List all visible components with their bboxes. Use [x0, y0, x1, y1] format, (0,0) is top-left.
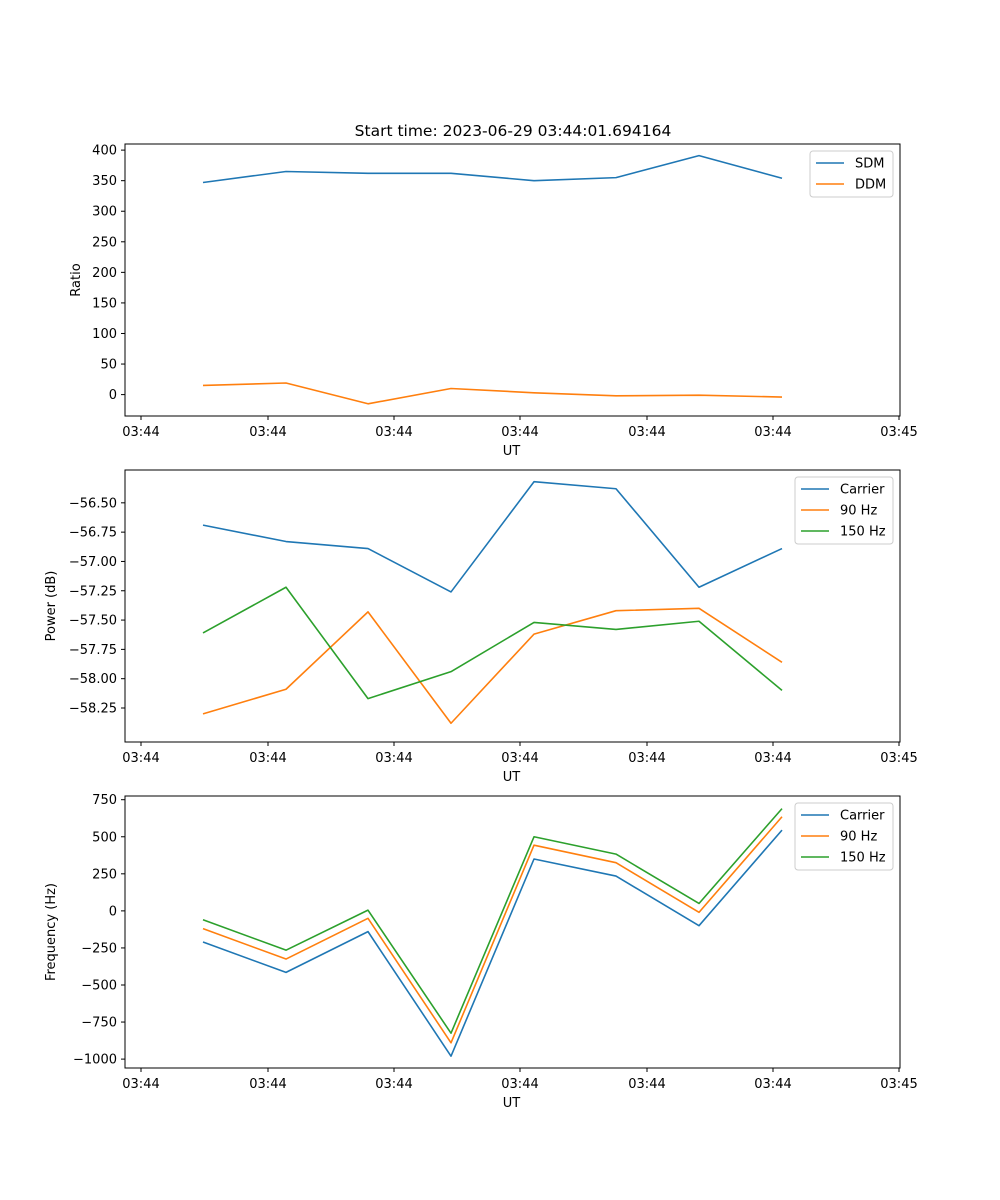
series-line-150-hz — [202, 808, 783, 1034]
x-tick-label: 03:44 — [754, 751, 791, 766]
legend: Carrier 90 Hz 150 Hz — [794, 476, 894, 545]
y-tick-label: 0 — [109, 904, 117, 919]
x-tick-label: 03:44 — [754, 425, 791, 440]
legend: Carrier 90 Hz 150 Hz — [794, 802, 894, 871]
x-tick-label: 03:44 — [501, 1077, 538, 1092]
x-tick-label: 03:44 — [122, 1077, 159, 1092]
y-tick-label: 350 — [92, 174, 117, 189]
legend-box — [794, 476, 894, 545]
y-tick-label: −57.00 — [69, 555, 117, 570]
subplot-3: 03:44 03:44 03:44 03:44 03:44 03:44 03:45 −1000… — [44, 793, 918, 1111]
x-tick-label: 03:44 — [628, 1077, 665, 1092]
x-tick-label: 03:44 — [122, 751, 159, 766]
y-tick-label: −500 — [81, 978, 117, 993]
y-tick-label: 400 — [92, 144, 117, 159]
x-tick-label: 03:44 — [375, 425, 412, 440]
series-line-carrier — [202, 480, 783, 593]
x-tick-label: 03:44 — [754, 1077, 791, 1092]
y-tick-label: −56.75 — [69, 526, 117, 541]
y-tick-label: −1000 — [73, 1053, 117, 1068]
y-tick-label: −57.25 — [69, 584, 117, 599]
x-tick-label: 03:45 — [880, 1077, 917, 1092]
y-tick-label: 500 — [92, 830, 117, 845]
y-tick-label: −58.00 — [69, 672, 117, 687]
x-tick-label: 03:44 — [375, 751, 412, 766]
series-line-90-hz — [202, 816, 783, 1044]
x-tick-label: 03:44 — [628, 425, 665, 440]
series-line-ddm — [202, 382, 783, 405]
y-tick-label: 0 — [109, 388, 117, 403]
chart-title: Start time: 2023-06-29 03:44:01.694164 — [355, 122, 672, 140]
x-axis-label: UT — [503, 444, 521, 459]
axes-frame — [124, 795, 901, 1069]
y-tick-label: 250 — [92, 235, 117, 250]
legend-label: DDM — [855, 178, 886, 193]
y-tick-label: 50 — [100, 358, 117, 373]
x-tick-label: 03:44 — [122, 425, 159, 440]
x-axis-label: UT — [503, 770, 521, 785]
legend-label: 90 Hz — [840, 830, 877, 845]
series-line-carrier — [202, 829, 783, 1057]
axes-frame — [124, 143, 901, 417]
y-tick-label: −56.50 — [69, 496, 117, 511]
y-tick-label: 100 — [92, 327, 117, 342]
x-tick-label: 03:44 — [501, 425, 538, 440]
legend: SDM DDM — [809, 150, 894, 198]
series-line-sdm — [202, 154, 783, 184]
legend-label: Carrier — [840, 483, 885, 498]
x-tick-label: 03:44 — [375, 1077, 412, 1092]
y-tick-label: 200 — [92, 266, 117, 281]
legend-label: 150 Hz — [840, 851, 886, 866]
legend-label: 90 Hz — [840, 504, 877, 519]
subplot-1: 03:44 03:44 03:44 03:44 03:44 03:44 03:45 0 50 10… — [69, 143, 918, 459]
legend-label: 150 Hz — [840, 525, 886, 540]
x-tick-label: 03:44 — [249, 1077, 286, 1092]
x-tick-label: 03:45 — [880, 425, 917, 440]
y-tick-label: −57.50 — [69, 614, 117, 629]
y-axis-label: Ratio — [69, 263, 84, 296]
legend-label: Carrier — [840, 809, 885, 824]
y-tick-label: −250 — [81, 941, 117, 956]
legend-label: SDM — [855, 157, 884, 172]
y-axis-label: Power (dB) — [44, 571, 59, 642]
y-tick-label: −57.75 — [69, 643, 117, 658]
subplot-2: 03:44 03:44 03:44 03:44 03:44 03:44 03:45 −58.2… — [44, 469, 918, 785]
y-tick-label: 150 — [92, 296, 117, 311]
legend-box — [794, 802, 894, 871]
series-line-90-hz — [202, 607, 783, 725]
y-tick-label: −750 — [81, 1016, 117, 1031]
x-axis-label: UT — [503, 1096, 521, 1111]
y-tick-label: 750 — [92, 793, 117, 808]
x-tick-label: 03:44 — [249, 751, 286, 766]
y-axis-label: Frequency (Hz) — [44, 883, 59, 981]
x-tick-label: 03:45 — [880, 751, 917, 766]
y-tick-label: 250 — [92, 867, 117, 882]
x-tick-label: 03:44 — [249, 425, 286, 440]
y-tick-label: 300 — [92, 205, 117, 220]
y-tick-label: −58.25 — [69, 702, 117, 717]
axes-frame — [124, 469, 901, 743]
x-tick-label: 03:44 — [501, 751, 538, 766]
x-tick-label: 03:44 — [628, 751, 665, 766]
series-line-150-hz — [202, 586, 783, 700]
